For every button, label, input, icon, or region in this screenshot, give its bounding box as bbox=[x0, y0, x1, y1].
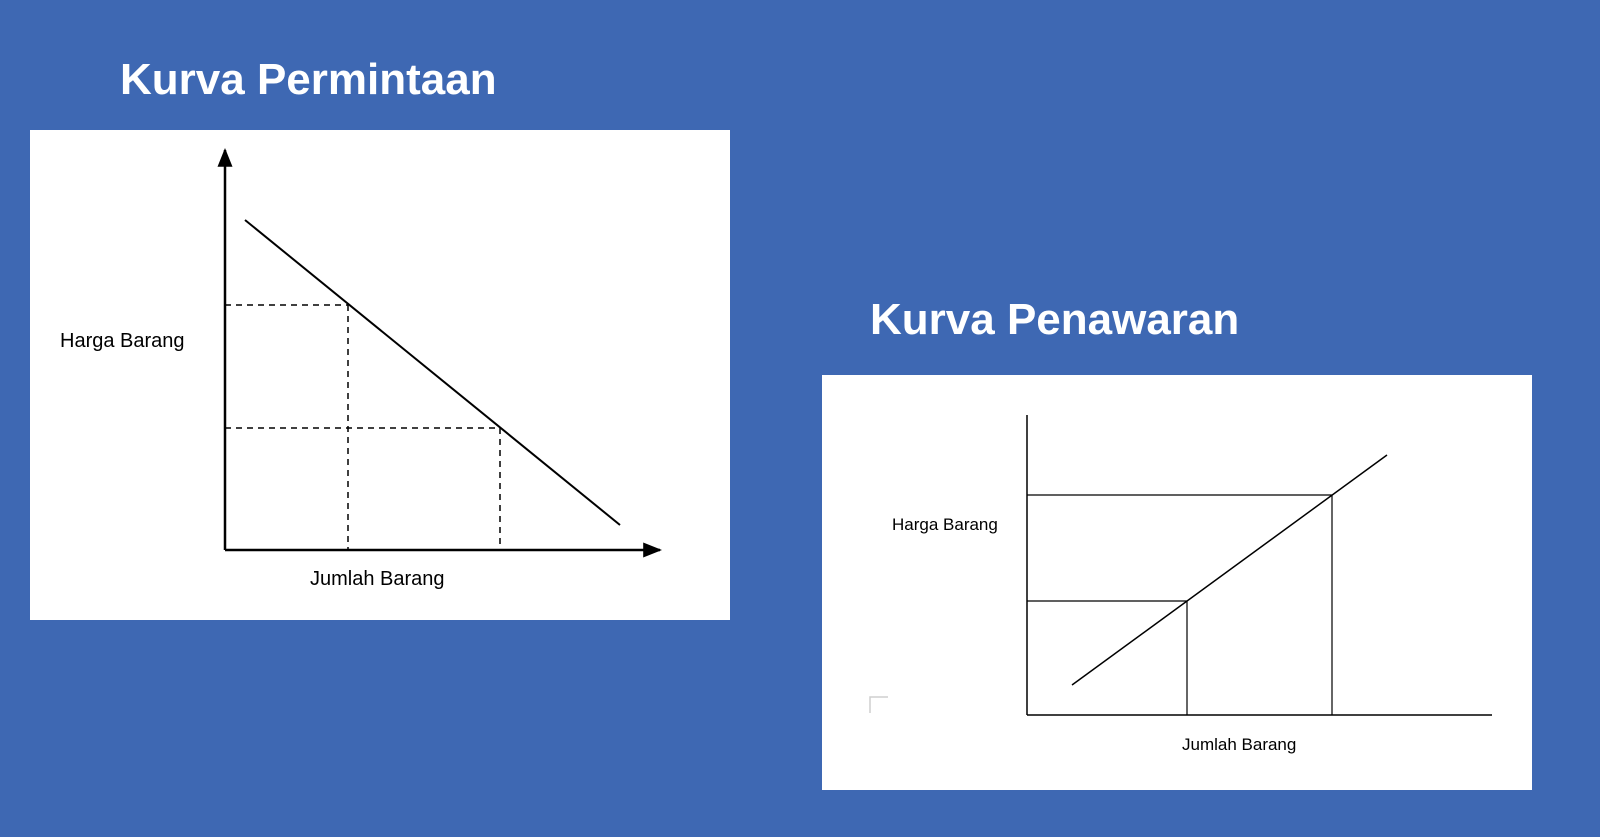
supply-x-axis-label: Jumlah Barang bbox=[1182, 735, 1296, 755]
demand-chart-panel: Harga Barang Jumlah Barang bbox=[30, 130, 730, 620]
demand-y-axis-label: Harga Barang bbox=[60, 330, 185, 353]
supply-chart-svg bbox=[822, 375, 1532, 790]
demand-chart-svg bbox=[30, 130, 730, 620]
supply-y-axis-label: Harga Barang bbox=[892, 515, 998, 535]
supply-chart-title: Kurva Penawaran bbox=[870, 295, 1239, 345]
demand-x-axis-label: Jumlah Barang bbox=[310, 568, 445, 591]
supply-chart-panel: Harga Barang Jumlah Barang bbox=[822, 375, 1532, 790]
demand-chart-title: Kurva Permintaan bbox=[120, 55, 497, 105]
